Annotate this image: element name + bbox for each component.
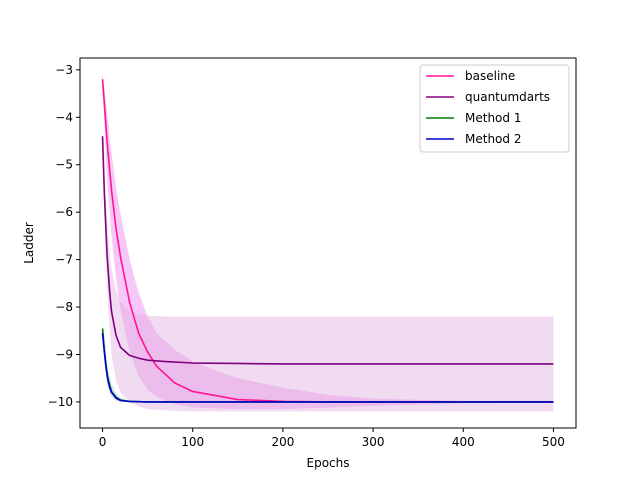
x-tick-label: 500: [542, 435, 565, 449]
band-baseline: [102, 72, 554, 410]
y-tick-label: −3: [55, 63, 73, 77]
legend-label-method-1: Method 1: [465, 111, 521, 125]
series-lines: [101, 79, 554, 403]
y-axis-label: Ladder: [22, 222, 36, 264]
y-tick-label: −8: [55, 300, 73, 314]
legend-label-quantumdarts: quantumdarts: [465, 90, 550, 104]
x-axis-label: Epochs: [307, 456, 350, 470]
y-tick-label: −4: [55, 110, 73, 124]
legend: baseline quantumdarts Method 1 Method 2: [419, 64, 570, 153]
plot-area-frame: [79, 57, 577, 429]
y-tick-label: −5: [55, 158, 73, 172]
x-tick-label: 200: [271, 435, 294, 449]
x-tick-label: 100: [181, 435, 204, 449]
x-tick-label: 300: [362, 435, 385, 449]
legend-label-method-2: Method 2: [465, 132, 521, 146]
series-line-quantumdarts: [101, 136, 554, 365]
x-tick-label: 0: [99, 435, 107, 449]
y-tick-label: −7: [55, 253, 73, 267]
y-tick-label: −10: [48, 395, 73, 409]
legend-box: [419, 64, 570, 153]
legend-label-baseline: baseline: [465, 69, 515, 83]
y-axis-ticks: −10 −9 −8 −7 −6 −5 −4 −3: [48, 63, 80, 409]
confidence-bands: [102, 72, 554, 412]
y-tick-label: −6: [55, 205, 73, 219]
band-quantumdarts: [102, 131, 554, 412]
x-tick-label: 400: [452, 435, 475, 449]
y-tick-label: −9: [55, 347, 73, 361]
x-axis-ticks: 0 100 200 300 400 500: [99, 428, 565, 449]
series-line-method-2: [101, 333, 554, 403]
